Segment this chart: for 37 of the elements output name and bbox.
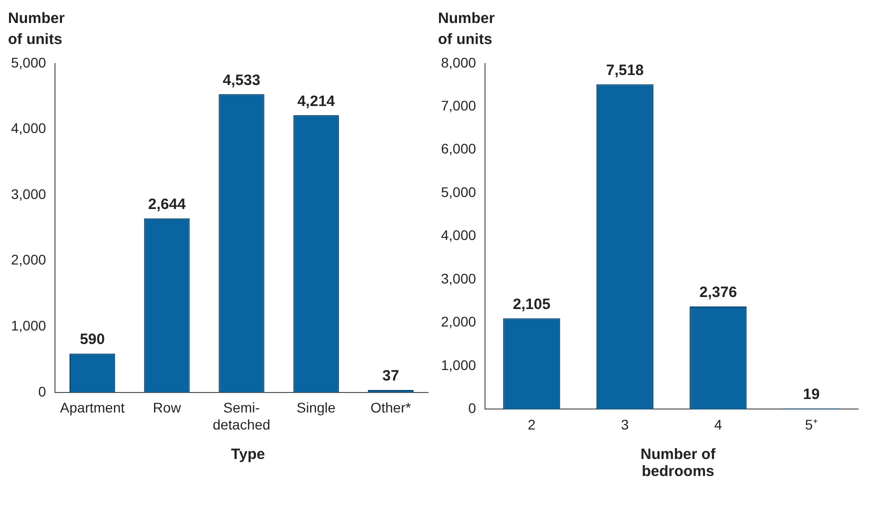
y-tick-label: 1,000 <box>440 356 476 373</box>
x-tick-label: Single <box>296 400 336 416</box>
y-tick-label: 2,000 <box>440 314 476 330</box>
y-tick-label: 6,000 <box>440 140 476 157</box>
data-label: 7,518 <box>606 62 644 79</box>
y-tick-label: 0 <box>468 400 476 416</box>
x-tick-label: Apartment <box>60 400 125 416</box>
y-tick-label: 2,000 <box>10 252 46 268</box>
x-tick-label: 3 <box>621 416 629 432</box>
y-axis-title: Number of units <box>438 9 496 50</box>
data-label: 19 <box>803 386 820 404</box>
y-tick-label: 5,000 <box>440 184 476 200</box>
y-axis-title: Number of units <box>8 9 66 50</box>
x-axis-title: Number of bedrooms <box>640 446 716 480</box>
x-tick-label: Other* <box>370 400 412 416</box>
x-axis-title: Type <box>230 446 266 463</box>
data-label: 37 <box>382 368 400 385</box>
data-label: 590 <box>80 331 105 348</box>
y-tick-label: 8,000 <box>440 54 476 70</box>
x-tick-label: 4 <box>714 416 722 432</box>
y-tick-label: 7,000 <box>440 97 476 114</box>
x-tick-label: Row <box>152 400 182 416</box>
data-label: 2,376 <box>699 284 737 302</box>
y-tick-label: 3,000 <box>440 270 476 286</box>
y-tick-label: 3,000 <box>10 186 46 202</box>
x-tick-label: Semi-detached <box>212 400 270 432</box>
y-tick-label: 4,000 <box>10 120 46 136</box>
y-tick-label: 1,000 <box>10 317 46 334</box>
data-label: 4,214 <box>297 92 336 110</box>
data-label: 2,105 <box>512 296 550 313</box>
y-tick-label: 0 <box>38 383 46 400</box>
y-tick-label: 4,000 <box>440 227 476 244</box>
y-tick-label: 5,000 <box>10 54 46 70</box>
x-tick-label: 5⁺ <box>804 416 818 432</box>
x-tick-label: 2 <box>528 416 536 432</box>
data-label: 2,644 <box>148 196 186 214</box>
data-label: 4,533 <box>222 72 260 89</box>
